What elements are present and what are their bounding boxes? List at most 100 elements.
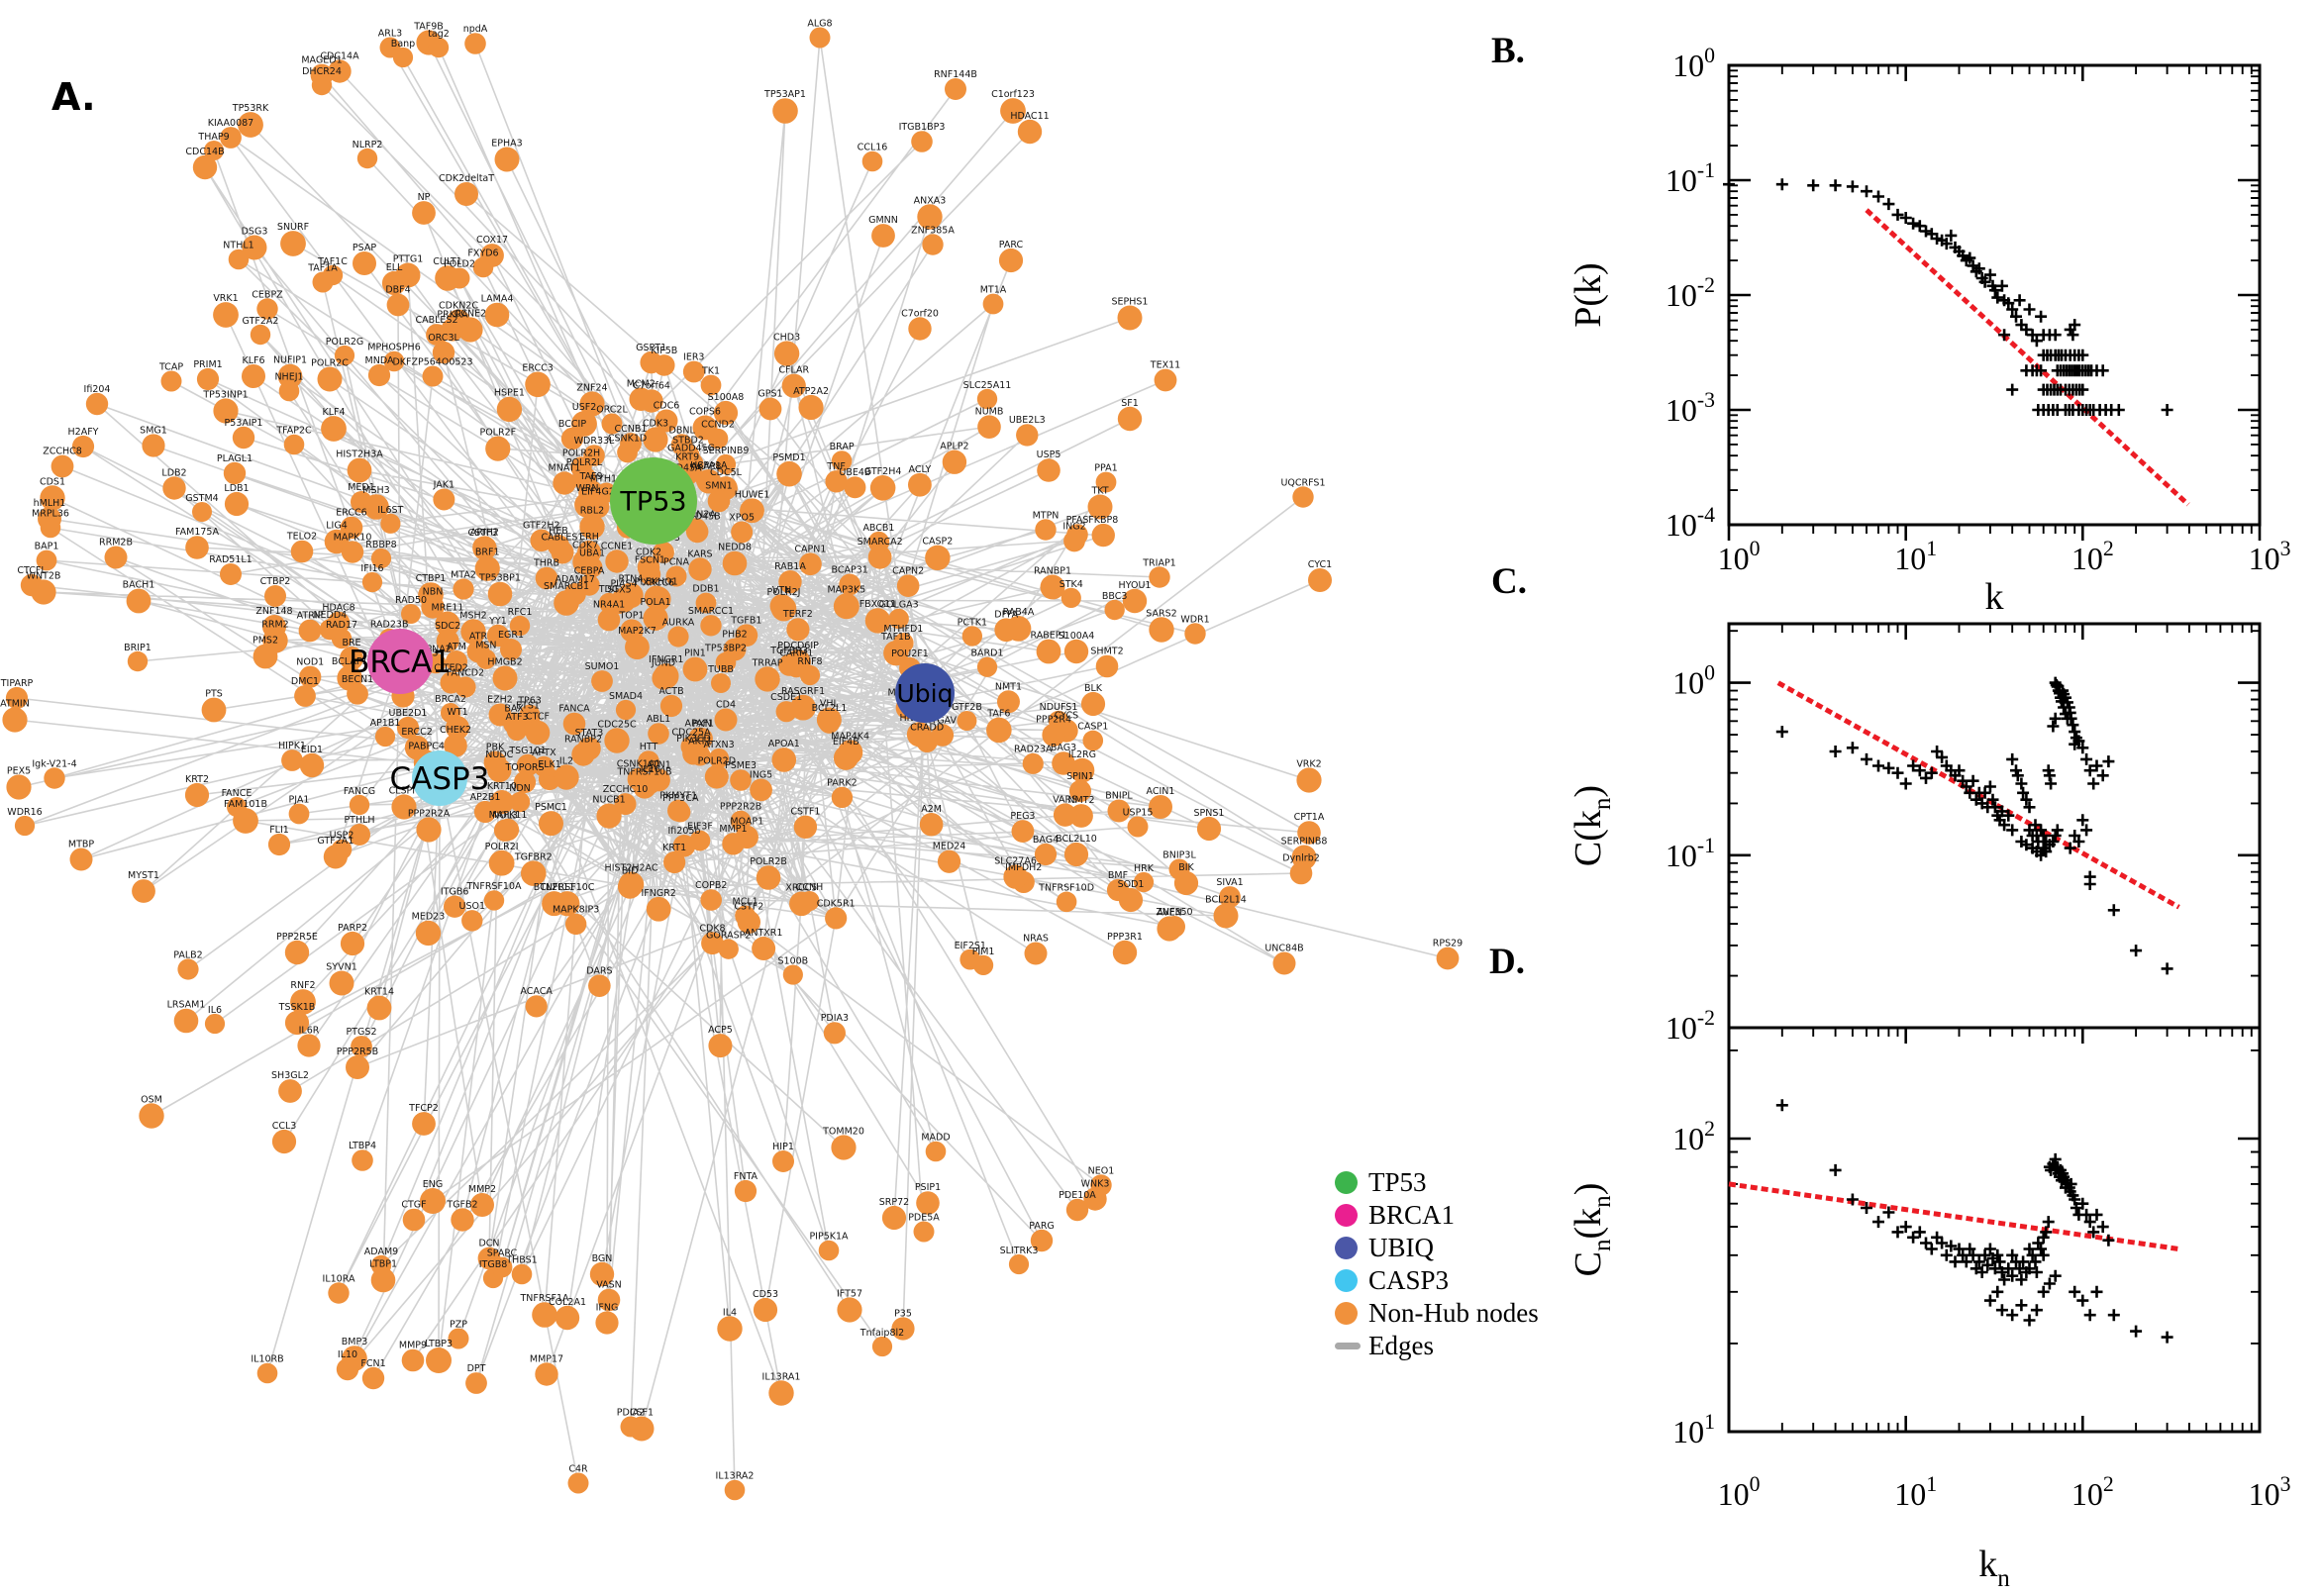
network-node	[919, 812, 944, 837]
network-node	[380, 513, 401, 534]
network-node	[717, 1316, 743, 1342]
network-node	[238, 112, 263, 138]
hub-node-label: CASP3	[390, 761, 490, 797]
network-node-label: PEX5	[7, 765, 31, 776]
network-node-label: BCLAF1	[332, 656, 368, 667]
network-node-label: CPT1A	[1294, 812, 1325, 823]
network-node-label: CSTF1	[790, 807, 820, 818]
network-node	[412, 1112, 436, 1136]
tick-label: 101	[1672, 1410, 1715, 1449]
network-node	[361, 1366, 385, 1390]
network-node-label: MMP9	[399, 1341, 427, 1351]
network-node-label: SMG1	[140, 425, 167, 436]
tick-label: 100	[1672, 44, 1715, 83]
network-node-label: CD53	[753, 1289, 778, 1300]
axis-title: Cn(kn)	[1567, 1183, 1616, 1277]
network-node-label: CDC14B	[185, 147, 224, 157]
network-node-label: IL6ST	[377, 505, 403, 516]
network-node-label: MNAT1	[549, 462, 581, 473]
network-node	[839, 573, 861, 596]
network-node-label: COX17	[476, 235, 508, 246]
network-node-label: KLF6	[242, 355, 264, 366]
network-node	[284, 940, 310, 965]
network-node-label: TOPORS	[504, 762, 544, 773]
network-node	[617, 442, 638, 463]
network-node-label: CCND2	[701, 420, 735, 431]
node-swatch-icon	[1335, 1237, 1358, 1259]
network-node	[1308, 568, 1332, 592]
network-node-label: ELL	[386, 262, 403, 273]
network-node-label: AURKA	[662, 617, 695, 628]
network-node	[998, 248, 1024, 273]
network-node-label: C4R	[568, 1463, 588, 1474]
network-node-label: HYOU1	[1119, 580, 1152, 591]
network-node	[284, 1010, 310, 1036]
network-node-label: PRIM1	[193, 359, 222, 370]
network-node	[1037, 458, 1060, 482]
network-node	[825, 470, 848, 493]
network-node-label: BBC3	[1102, 591, 1128, 602]
network-node-label: GTF2H4	[864, 466, 902, 477]
network-node-label: AVEN	[1157, 907, 1182, 918]
network-node	[220, 563, 242, 585]
network-node	[838, 740, 863, 765]
network-node	[798, 394, 824, 421]
network-node	[192, 502, 212, 522]
network-node	[682, 742, 705, 765]
network-node-label: FLI1	[269, 825, 289, 836]
network-node	[707, 489, 731, 513]
network-node-label: S100A8	[708, 392, 745, 403]
network-node	[617, 874, 643, 899]
network-node	[740, 498, 764, 524]
network-node	[643, 427, 668, 452]
network-node-label: TGFBR3	[769, 646, 808, 656]
network-node	[689, 830, 711, 851]
network-node	[871, 224, 895, 248]
network-node-label: ITGAV	[929, 715, 958, 726]
network-node-label: ATR	[469, 632, 488, 643]
network-node-label: Banp	[391, 39, 415, 50]
network-node	[298, 619, 322, 643]
network-node-label: THAP9	[197, 132, 229, 143]
network-node-label: PPP3R1	[1107, 932, 1143, 943]
network-node	[533, 755, 555, 777]
network-node-label: DDB1	[692, 584, 719, 595]
network-node	[341, 541, 364, 563]
network-node	[653, 542, 674, 563]
network-node	[1040, 574, 1065, 600]
network-node-label: BMF	[1108, 870, 1128, 881]
network-node	[1068, 779, 1092, 803]
network-node-label: RRM2	[261, 619, 288, 630]
network-node-label: FKBP8	[1088, 515, 1118, 526]
network-node-label: USF2	[572, 402, 597, 413]
network-node-label: AKT1	[688, 736, 712, 747]
network-node-label: MCL1	[733, 897, 758, 908]
network-node-label: LIG4	[326, 521, 348, 532]
network-node-label: STAT3	[575, 728, 604, 739]
network-node-label: TSG101	[508, 746, 546, 756]
network-node-label: CTCF	[526, 712, 550, 723]
network-node-label: HRK	[1134, 863, 1155, 874]
network-node	[1196, 816, 1222, 842]
network-node	[913, 1221, 935, 1243]
legend-item-casp3: CASP3	[1335, 1264, 1539, 1297]
network-node	[615, 699, 637, 721]
network-node	[724, 1479, 746, 1501]
network-node	[1296, 767, 1322, 793]
network-node	[893, 633, 914, 653]
network-node-label: NTHL1	[223, 241, 253, 251]
network-node-label: POLD2	[444, 259, 475, 270]
network-node-label: TOP1	[618, 610, 644, 621]
network-node-label: POLR2H	[562, 448, 600, 458]
network-node	[713, 400, 739, 426]
network-node	[1118, 887, 1144, 913]
network-node	[511, 1263, 533, 1285]
network-node-label: ATXN3	[703, 740, 734, 750]
network-node-label: KRT10	[487, 781, 517, 792]
network-node	[916, 1191, 940, 1215]
network-node	[487, 581, 513, 607]
network-node-label: ACTB	[658, 686, 683, 697]
network-node-label: CDK7	[572, 541, 598, 551]
network-node-label: CABLES1	[541, 533, 583, 544]
network-node-label: MTBP	[68, 839, 95, 849]
